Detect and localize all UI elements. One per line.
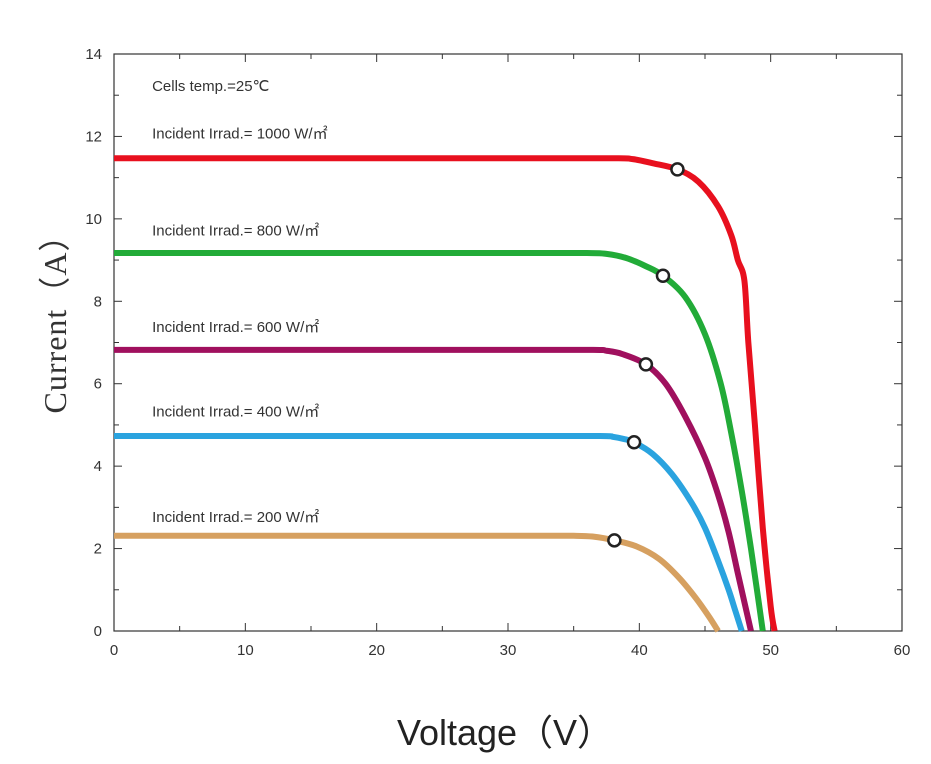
annotation-layer: Cells temp.=25℃ Incident Irrad.= 1000 W/㎡… [152,78,328,526]
y-axis-label: Current（A） [37,219,73,414]
irradiance-label-1: Incident Irrad.= 1000 W/㎡ [152,125,328,142]
max-power-point-2 [655,268,671,283]
x-tick-label: 10 [237,642,254,659]
series-line-5 [114,532,721,633]
irradiance-label-5: Incident Irrad.= 200 W/㎡ [152,509,319,526]
series-layer [113,155,778,633]
series-line-2 [114,250,766,632]
max-power-point-3 [638,357,654,372]
y-tick-label: 2 [94,541,102,558]
x-tick-label: 20 [368,642,385,659]
x-tick-label: 0 [110,642,118,659]
y-tick-label: 14 [85,46,102,63]
irradiance-label-4: Incident Irrad.= 400 W/㎡ [152,404,319,421]
y-tick-label: 6 [94,376,102,393]
max-power-point-5 [607,533,622,548]
x-tick-label: 30 [500,642,517,659]
y-tick-label: 4 [94,458,102,475]
max-power-point-1 [670,162,685,177]
x-tick-label: 40 [631,642,648,659]
x-axis-label: Voltage（V） [397,712,613,753]
series-line-3 [114,346,754,632]
y-tick-label: 10 [85,211,102,228]
series-line-1 [113,155,778,632]
max-power-point-4 [626,434,642,450]
x-tick-label: 60 [894,642,911,659]
y-tick-label: 12 [85,128,102,145]
x-tick-label: 50 [762,642,779,659]
y-tick-label: 0 [94,623,102,640]
irradiance-label-3: Incident Irrad.= 600 W/㎡ [152,319,319,336]
y-tick-label: 8 [94,293,102,310]
cells-temp-annotation: Cells temp.=25℃ [152,78,269,95]
irradiance-label-2: Incident Irrad.= 800 W/㎡ [152,222,319,239]
axes: 0 10 20 30 40 50 60 0 2 4 6 8 10 12 14 [85,46,910,659]
